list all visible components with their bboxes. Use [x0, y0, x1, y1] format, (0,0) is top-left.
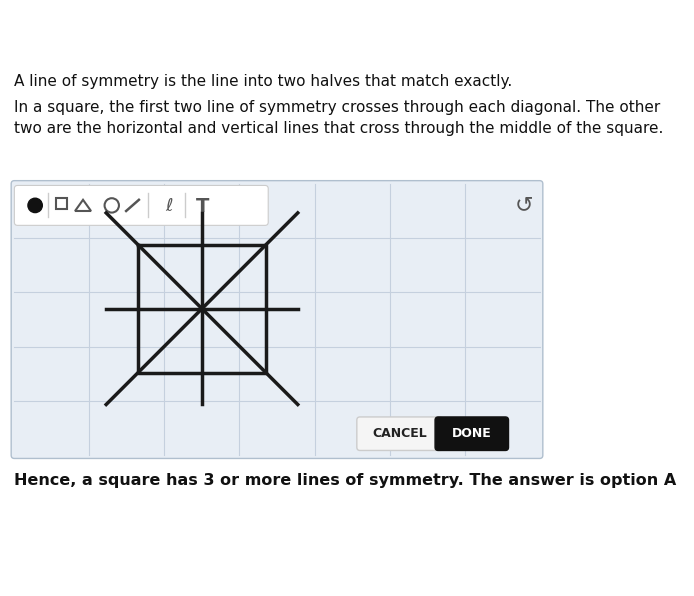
Text: A line of symmetry is the line into two halves that match exactly.: A line of symmetry is the line into two …: [15, 74, 513, 89]
Text: ℓ: ℓ: [166, 197, 173, 215]
Bar: [56, 198, 67, 209]
Text: In a square, the first two line of symmetry crosses through each diagonal. The o: In a square, the first two line of symme…: [15, 100, 663, 136]
Text: T: T: [196, 197, 210, 216]
Text: ↺: ↺: [514, 195, 533, 215]
FancyBboxPatch shape: [357, 417, 443, 451]
Text: CANCEL: CANCEL: [373, 427, 428, 440]
FancyBboxPatch shape: [11, 181, 543, 458]
Text: Hence, a square has 3 or more lines of symmetry. The answer is option A: Hence, a square has 3 or more lines of s…: [15, 473, 677, 488]
FancyBboxPatch shape: [15, 185, 268, 225]
FancyBboxPatch shape: [435, 417, 509, 451]
Text: DONE: DONE: [452, 427, 491, 440]
Circle shape: [28, 198, 42, 213]
